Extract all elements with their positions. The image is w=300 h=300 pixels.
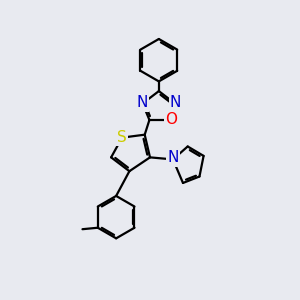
Text: S: S	[117, 130, 127, 145]
Text: N: N	[136, 95, 148, 110]
Text: N: N	[167, 150, 179, 165]
Text: N: N	[170, 95, 181, 110]
Text: O: O	[165, 112, 177, 128]
